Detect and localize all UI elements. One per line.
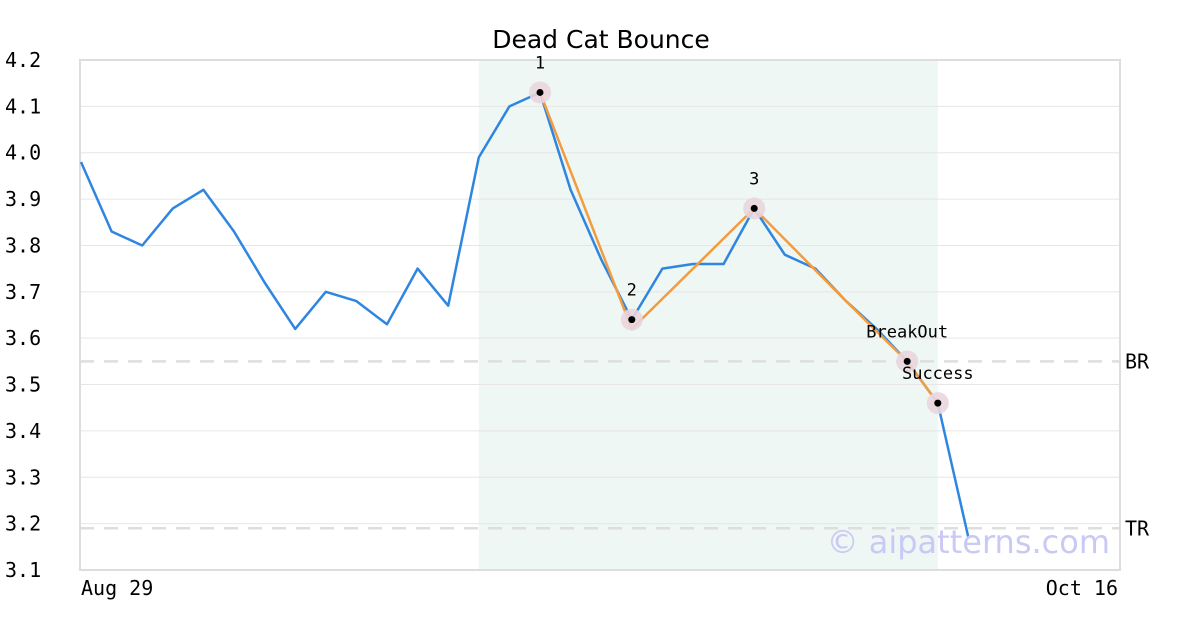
pattern-point-label: Success — [902, 364, 974, 384]
y-tick-label: 4.1 — [5, 94, 41, 118]
pattern-point-label: BreakOut — [866, 322, 948, 342]
y-tick-label: 3.6 — [5, 326, 41, 350]
y-tick-label: 3.5 — [5, 373, 41, 397]
highlight-region — [478, 60, 938, 570]
pattern-point — [934, 399, 942, 407]
y-tick-label: 4.0 — [5, 141, 41, 165]
pattern-point-label: 1 — [535, 53, 545, 73]
y-tick-label: 3.2 — [5, 512, 41, 536]
pattern-point — [628, 316, 636, 324]
y-tick-label: 4.2 — [5, 48, 41, 72]
reference-line-label: TR — [1125, 516, 1150, 540]
y-tick-label: 3.4 — [5, 419, 41, 443]
y-tick-label: 3.1 — [5, 558, 41, 582]
y-tick-label: 3.7 — [5, 280, 41, 304]
y-tick-label: 3.8 — [5, 233, 41, 257]
pattern-point-label: 3 — [749, 169, 759, 189]
chart-title: Dead Cat Bounce — [492, 25, 710, 54]
pattern-point — [536, 88, 544, 96]
x-tick-start: Aug 29 — [81, 576, 153, 600]
watermark: © aipatterns.com — [827, 523, 1110, 561]
pattern-point — [750, 204, 758, 212]
y-tick-label: 3.3 — [5, 465, 41, 489]
pattern-point-label: 2 — [627, 281, 637, 301]
pattern-point — [903, 357, 911, 365]
x-tick-end: Oct 16 — [1046, 576, 1118, 600]
reference-line-label: BR — [1125, 349, 1150, 373]
y-tick-label: 3.9 — [5, 187, 41, 211]
plot-frame — [79, 59, 1121, 571]
